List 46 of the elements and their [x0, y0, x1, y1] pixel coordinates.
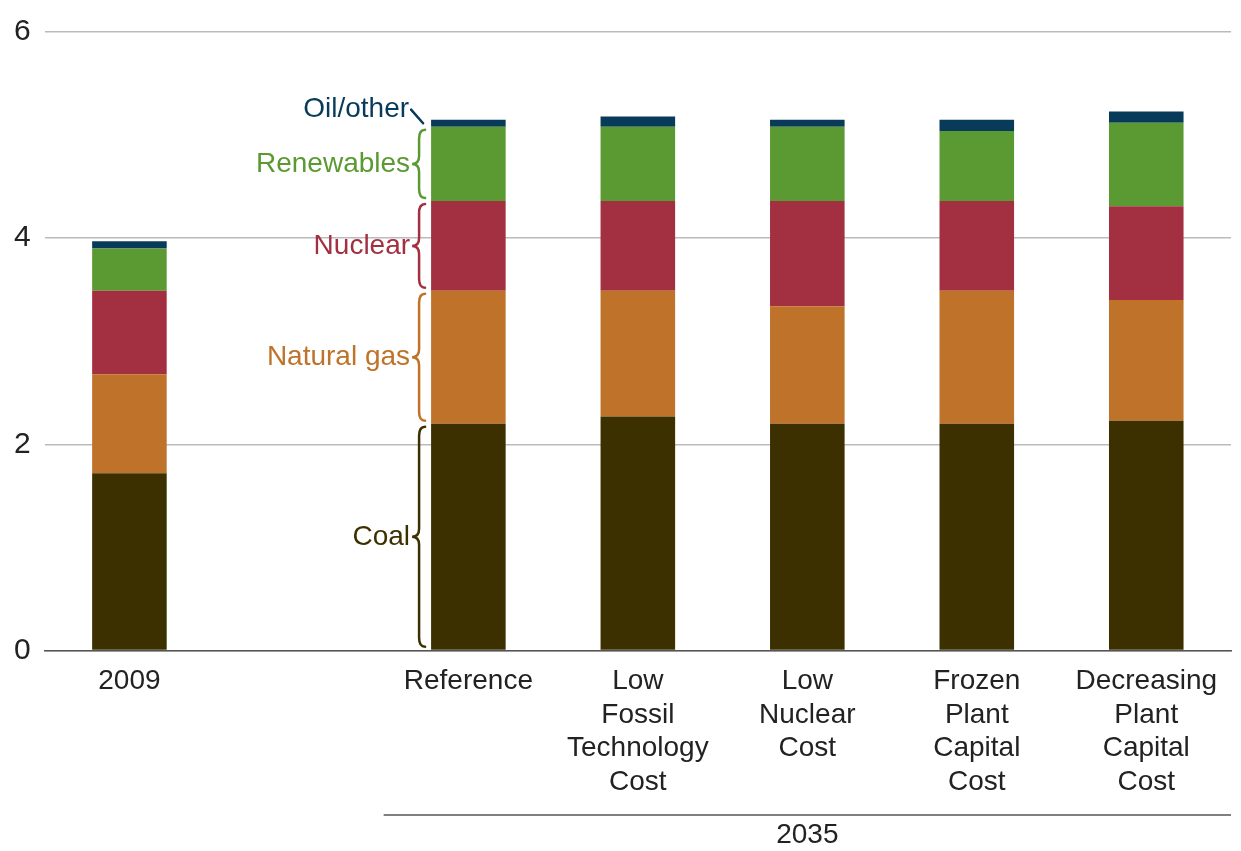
- bar: [600, 201, 676, 291]
- bar: [1108, 122, 1184, 207]
- bar: [939, 423, 1015, 650]
- bar: [600, 416, 676, 650]
- bar: [1108, 206, 1184, 301]
- x-tick-label: Low Fossil Technology Cost: [567, 664, 709, 796]
- bar: [431, 126, 506, 202]
- bar: [1108, 300, 1184, 421]
- bar: [939, 130, 1015, 202]
- x-tick-label: Reference: [403, 664, 533, 696]
- bar: [92, 374, 167, 474]
- bar: [600, 290, 676, 417]
- bar: [92, 473, 167, 650]
- y-tick-label: 0: [14, 631, 31, 665]
- bar: [431, 119, 506, 127]
- series-label: Natural gas: [266, 340, 411, 371]
- bar: [1108, 111, 1184, 123]
- bar: [770, 119, 845, 127]
- text: 2035: [776, 817, 839, 849]
- bar: [770, 126, 845, 202]
- series-label: Coal: [352, 519, 411, 551]
- bar: [92, 248, 167, 291]
- bar: [92, 241, 167, 249]
- x-tick-label: Frozen Plant Capital Cost: [933, 664, 1021, 796]
- bar: [939, 290, 1015, 424]
- bar: [770, 423, 845, 650]
- bar: [600, 116, 676, 127]
- bar: [600, 126, 676, 202]
- y-tick-label: 2: [14, 425, 31, 459]
- bar: [770, 201, 845, 307]
- legend-label: Oil/other: [303, 92, 410, 124]
- x-tick-label: Decreasing Plant Capital Cost: [1075, 664, 1218, 796]
- bar: [431, 423, 506, 650]
- y-tick-label: 6: [14, 13, 31, 47]
- y-tick-label: 4: [14, 219, 31, 253]
- bar: [770, 306, 845, 424]
- series-label: Renewables: [255, 146, 411, 178]
- x-tick-label: Low Nuclear Cost: [759, 664, 856, 763]
- x-tick-label: 2009: [98, 664, 161, 696]
- bar: [431, 290, 506, 424]
- bar: [1108, 420, 1184, 650]
- bar: [939, 119, 1015, 131]
- bar: [431, 201, 506, 291]
- series-label: Nuclear: [313, 228, 411, 260]
- bar: [939, 201, 1015, 291]
- bar: [92, 290, 167, 375]
